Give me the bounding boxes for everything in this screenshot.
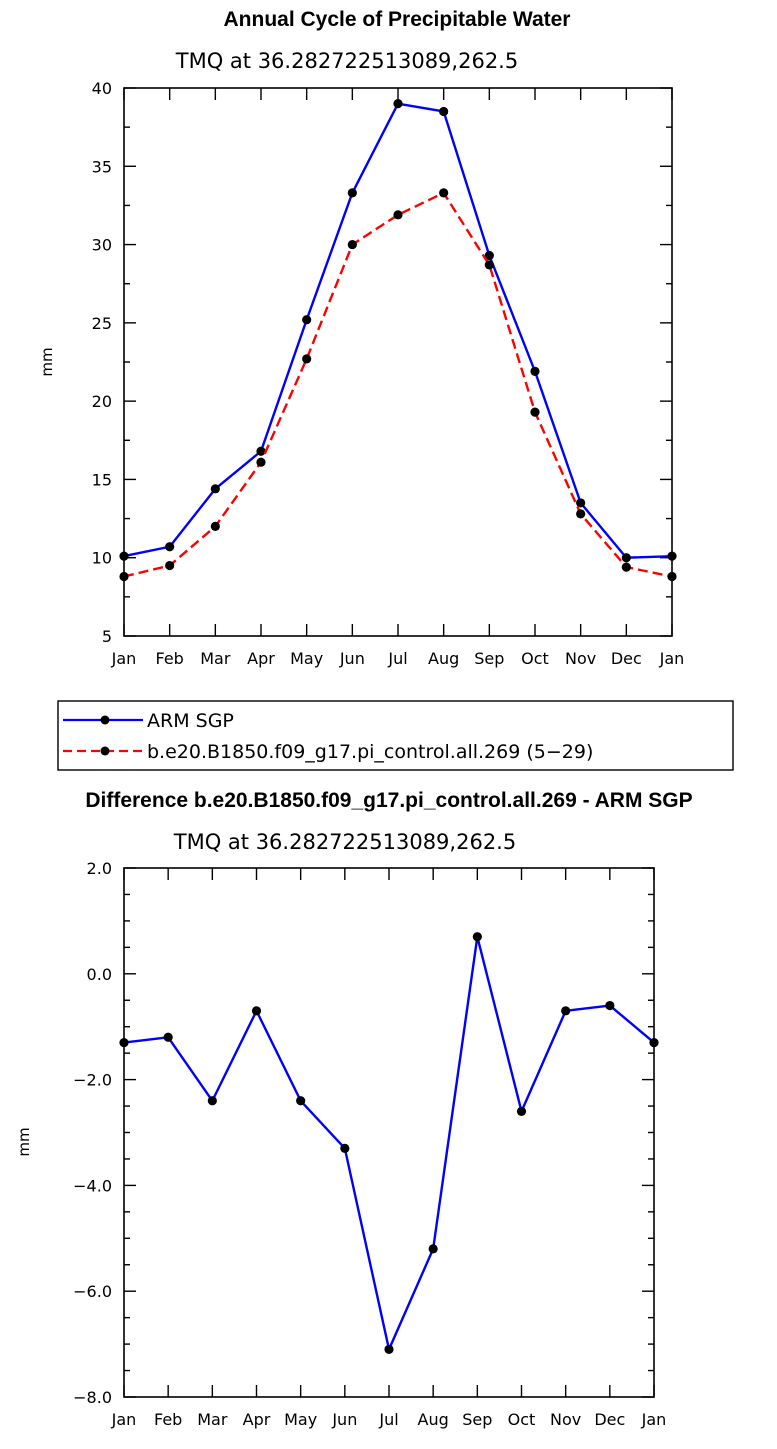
- data-point: [530, 407, 540, 417]
- y-tick-label: −6.0: [73, 1282, 112, 1301]
- x-tick-label: Mar: [197, 1410, 228, 1429]
- data-point: [347, 188, 357, 198]
- x-tick-label: Jul: [378, 1410, 398, 1429]
- y-tick-label: −4.0: [73, 1176, 112, 1195]
- x-tick-label: Jan: [111, 649, 137, 668]
- data-point: [251, 1006, 262, 1016]
- x-tick-label: May: [284, 1410, 317, 1429]
- chart2-subtitle: TMQ at 36.282722513089,262.5: [173, 830, 516, 854]
- x-tick-label: Aug: [428, 649, 459, 668]
- legend-label-model: b.e20.B1850.f09_g17.pi_control.all.269 (…: [147, 741, 593, 763]
- data-point: [439, 106, 449, 117]
- x-tick-label: Apr: [247, 649, 275, 668]
- data-point: [207, 1096, 217, 1106]
- data-point: [516, 1106, 527, 1116]
- chart1-ylabel: mm: [38, 347, 56, 376]
- x-tick-label: Oct: [508, 1410, 536, 1429]
- data-point: [302, 315, 312, 325]
- y-tick-label: 30: [92, 236, 112, 255]
- x-tick-label: Dec: [594, 1410, 625, 1429]
- chart2-title: Difference b.e20.B1850.f09_g17.pi_contro…: [85, 789, 692, 812]
- x-tick-label: Sep: [462, 1410, 492, 1429]
- data-point: [165, 542, 175, 552]
- x-tick-label: Jun: [339, 649, 365, 668]
- data-point: [428, 1244, 438, 1254]
- y-tick-label: −8.0: [73, 1388, 112, 1407]
- chart1-plot-area: Jan Feb Mar Apr May Jun Jul Aug Sep Oct Nov Dec Jan 5…: [92, 79, 685, 668]
- x-tick-label: Mar: [200, 649, 231, 668]
- data-point: [256, 446, 266, 456]
- y-tick-label: −2.0: [73, 1071, 112, 1090]
- chart1-subtitle: TMQ at 36.282722513089,262.5: [175, 49, 518, 73]
- y-tick-label: 2.0: [87, 859, 112, 878]
- x-tick-label: Feb: [156, 649, 184, 668]
- y-tick-label: 10: [92, 549, 112, 568]
- data-point: [296, 1096, 306, 1106]
- chart1-legend: ARM SGP b.e20.B1850.f09_g17.pi_control.a…: [57, 700, 734, 771]
- data-point: [484, 250, 494, 261]
- legend-label-arm: ARM SGP: [147, 710, 234, 732]
- legend-marker-model: [100, 746, 110, 756]
- y-tick-label: 5: [102, 627, 112, 646]
- data-point: [472, 932, 482, 942]
- x-tick-label: Dec: [611, 649, 642, 668]
- chart1-title: Annual Cycle of Precipitable Water: [224, 8, 571, 31]
- x-tick-label: May: [290, 649, 323, 668]
- data-point: [605, 1000, 615, 1011]
- data-point: [530, 366, 540, 376]
- chart2-plot-area: Jan Feb Mar Apr May Jun Jul Aug Sep Oct Nov Dec Jan −…: [73, 859, 666, 1429]
- data-point: [384, 1344, 394, 1354]
- data-point: [210, 484, 220, 494]
- data-point: [256, 457, 266, 467]
- x-tick-label: Oct: [521, 649, 549, 668]
- data-point: [163, 1032, 173, 1042]
- x-tick-label: Apr: [243, 1410, 271, 1429]
- data-point: [484, 260, 494, 270]
- x-tick-label: Jan: [111, 1410, 137, 1429]
- x-tick-label: Sep: [474, 649, 504, 668]
- series-line-0: [123, 935, 655, 1351]
- data-point: [621, 553, 631, 563]
- x-tick-label: Nov: [550, 1410, 581, 1429]
- x-tick-label: Aug: [418, 1410, 449, 1429]
- y-tick-label: 40: [92, 79, 112, 98]
- data-point: [621, 562, 631, 572]
- x-tick-label: Jun: [331, 1410, 357, 1429]
- legend-marker-arm: [100, 715, 110, 725]
- y-tick-label: 15: [92, 470, 112, 489]
- x-tick-label: Nov: [565, 649, 596, 668]
- data-point: [210, 521, 220, 532]
- data-point: [439, 188, 449, 198]
- x-tick-label: Jan: [659, 649, 685, 668]
- y-tick-label: 20: [92, 392, 112, 411]
- data-point: [347, 239, 357, 250]
- chart2-ylabel: mm: [15, 1127, 33, 1156]
- data-point: [561, 1006, 571, 1016]
- x-tick-label: Jul: [387, 649, 407, 668]
- data-point: [576, 498, 586, 508]
- y-tick-label: 25: [92, 314, 112, 333]
- data-point: [393, 99, 403, 109]
- x-tick-label: Feb: [154, 1410, 182, 1429]
- data-point: [165, 560, 175, 571]
- y-tick-label: 35: [92, 157, 112, 176]
- chart2-frame: [123, 867, 655, 1398]
- chart1-frame: [123, 87, 673, 637]
- data-point: [302, 354, 312, 364]
- data-point: [576, 509, 586, 519]
- x-tick-label: Jan: [641, 1410, 667, 1429]
- legend-box: [57, 700, 734, 771]
- data-point: [340, 1143, 350, 1153]
- series-line-0: [123, 102, 673, 559]
- data-point: [393, 210, 403, 220]
- series-line-1: [123, 191, 673, 578]
- y-tick-label: 0.0: [87, 965, 112, 984]
